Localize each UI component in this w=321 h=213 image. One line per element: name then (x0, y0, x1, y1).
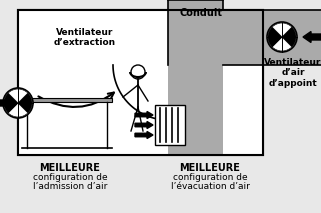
Circle shape (131, 65, 145, 79)
Text: Conduit: Conduit (179, 8, 222, 18)
Wedge shape (268, 27, 282, 47)
Text: l’évacuation d’air: l’évacuation d’air (170, 182, 249, 191)
Text: configuration de: configuration de (173, 173, 247, 182)
Bar (168, 0, 223, 155)
FancyArrow shape (135, 131, 153, 138)
FancyArrow shape (135, 121, 153, 128)
Wedge shape (8, 89, 28, 103)
Bar (155, 105, 185, 145)
Text: l’admission d’air: l’admission d’air (33, 182, 107, 191)
FancyArrow shape (0, 98, 8, 108)
Wedge shape (272, 37, 292, 51)
FancyArrow shape (135, 111, 153, 118)
Bar (18, 10, 168, 155)
Text: Ventilateur
d’air
d’appoint: Ventilateur d’air d’appoint (264, 58, 321, 88)
Circle shape (3, 88, 33, 118)
Circle shape (267, 22, 297, 52)
Bar (223, 65, 263, 155)
Text: MEILLEURE: MEILLEURE (179, 163, 240, 173)
Wedge shape (282, 27, 296, 47)
Bar (223, 10, 321, 65)
Wedge shape (272, 23, 292, 37)
Text: configuration de: configuration de (33, 173, 107, 182)
Wedge shape (8, 103, 28, 117)
Wedge shape (18, 93, 32, 113)
Bar (18, 10, 263, 155)
Polygon shape (113, 65, 168, 120)
FancyArrow shape (303, 32, 321, 43)
Wedge shape (4, 93, 18, 113)
Text: Ventilateur
d’extraction: Ventilateur d’extraction (54, 28, 116, 47)
Bar (18, 10, 263, 155)
Bar (22, 98, 112, 102)
Text: MEILLEURE: MEILLEURE (39, 163, 100, 173)
